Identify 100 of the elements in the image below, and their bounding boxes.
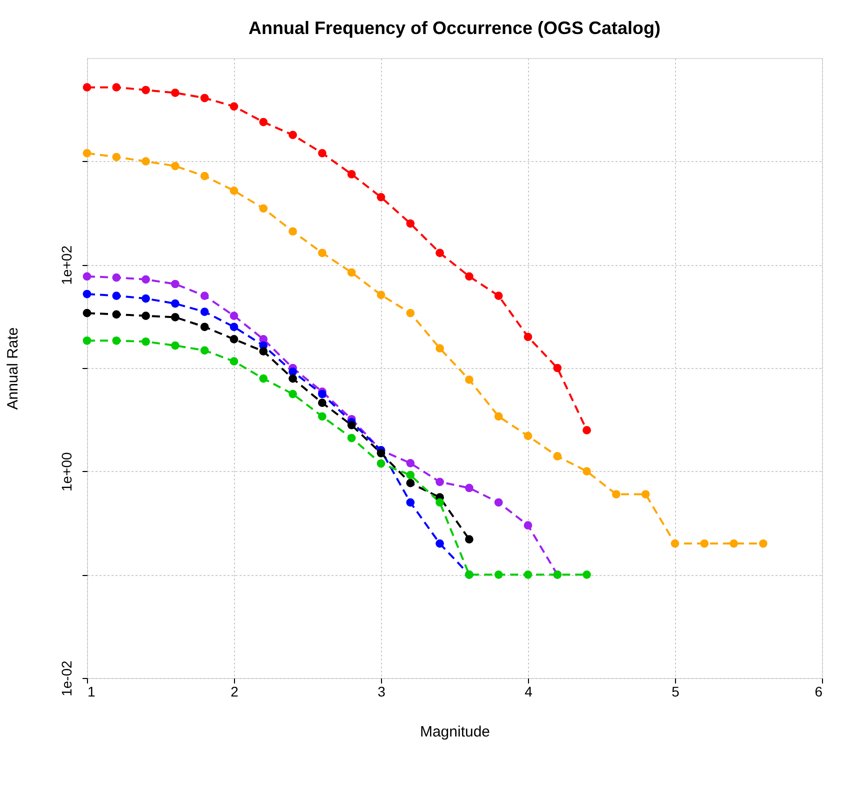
point bbox=[259, 374, 268, 383]
point bbox=[82, 290, 92, 298]
point bbox=[318, 248, 326, 258]
x-tick-label: 1 bbox=[88, 684, 96, 700]
point bbox=[494, 498, 503, 507]
point bbox=[288, 227, 297, 236]
point bbox=[641, 490, 650, 498]
point bbox=[259, 347, 268, 356]
x-axis-title: Magnitude bbox=[420, 724, 490, 740]
point bbox=[553, 452, 562, 460]
point bbox=[347, 268, 356, 277]
x-tick-label: 3 bbox=[378, 684, 386, 700]
point bbox=[288, 130, 297, 140]
point bbox=[82, 148, 92, 158]
point bbox=[288, 390, 297, 398]
point bbox=[406, 308, 415, 318]
point bbox=[465, 535, 474, 544]
point bbox=[436, 344, 444, 353]
point bbox=[759, 539, 768, 548]
point bbox=[436, 498, 444, 507]
point bbox=[700, 539, 709, 548]
point bbox=[259, 118, 268, 126]
point bbox=[582, 426, 591, 434]
point bbox=[230, 102, 238, 111]
point bbox=[730, 539, 738, 548]
point bbox=[406, 219, 415, 228]
point bbox=[200, 94, 209, 102]
point bbox=[465, 376, 474, 384]
point bbox=[494, 412, 503, 421]
point bbox=[200, 292, 209, 300]
point bbox=[494, 292, 503, 300]
point bbox=[465, 484, 474, 492]
point bbox=[288, 368, 297, 376]
point bbox=[347, 434, 356, 442]
point bbox=[230, 186, 238, 195]
point bbox=[524, 332, 532, 342]
point bbox=[142, 157, 150, 166]
point bbox=[553, 364, 562, 372]
point bbox=[406, 478, 415, 488]
point bbox=[524, 521, 532, 530]
point bbox=[171, 341, 180, 350]
point bbox=[200, 172, 209, 180]
point bbox=[259, 204, 268, 213]
point bbox=[112, 292, 121, 300]
point bbox=[318, 390, 326, 398]
x-tick-label: 6 bbox=[814, 684, 823, 700]
point bbox=[82, 83, 92, 92]
point bbox=[171, 280, 180, 288]
point bbox=[112, 152, 121, 162]
point bbox=[171, 88, 180, 98]
x-tick-label: 2 bbox=[230, 684, 239, 700]
point bbox=[112, 310, 121, 319]
point bbox=[171, 313, 180, 322]
point bbox=[318, 412, 326, 421]
y-tick-label: 1e+00 bbox=[58, 452, 74, 492]
point bbox=[582, 467, 591, 476]
point bbox=[200, 308, 209, 316]
point bbox=[230, 335, 238, 344]
point bbox=[142, 312, 150, 320]
point bbox=[612, 490, 620, 498]
point bbox=[436, 248, 444, 258]
point bbox=[82, 272, 92, 281]
point bbox=[112, 336, 121, 345]
point bbox=[171, 299, 180, 308]
point bbox=[230, 322, 238, 332]
point bbox=[142, 275, 150, 284]
point bbox=[406, 470, 415, 480]
point bbox=[436, 478, 444, 486]
point bbox=[230, 357, 238, 366]
point bbox=[112, 273, 121, 282]
x-tick-label: 4 bbox=[524, 684, 533, 700]
point bbox=[436, 539, 444, 548]
point bbox=[670, 539, 680, 548]
point bbox=[82, 336, 92, 345]
point bbox=[142, 337, 150, 346]
point bbox=[376, 290, 386, 300]
chart-title: Annual Frequency of Occurrence (OGS Catalog) bbox=[248, 18, 661, 38]
point bbox=[142, 294, 150, 303]
point bbox=[376, 192, 386, 202]
point bbox=[582, 570, 591, 579]
point bbox=[230, 312, 238, 320]
point bbox=[200, 346, 209, 355]
y-axis-title: Annual Rate bbox=[4, 327, 22, 410]
point bbox=[288, 374, 297, 383]
point bbox=[406, 498, 415, 507]
point bbox=[200, 322, 209, 332]
point bbox=[376, 459, 386, 468]
point bbox=[318, 398, 326, 408]
point bbox=[524, 570, 532, 579]
point bbox=[465, 272, 474, 281]
point bbox=[376, 448, 386, 458]
point bbox=[318, 148, 326, 158]
y-tick-label: 1e+02 bbox=[58, 245, 74, 285]
point bbox=[112, 83, 121, 92]
point bbox=[171, 162, 180, 170]
x-tick-label: 5 bbox=[672, 684, 680, 700]
point bbox=[524, 432, 532, 440]
point bbox=[347, 170, 356, 178]
point bbox=[494, 570, 503, 579]
point bbox=[347, 420, 356, 430]
